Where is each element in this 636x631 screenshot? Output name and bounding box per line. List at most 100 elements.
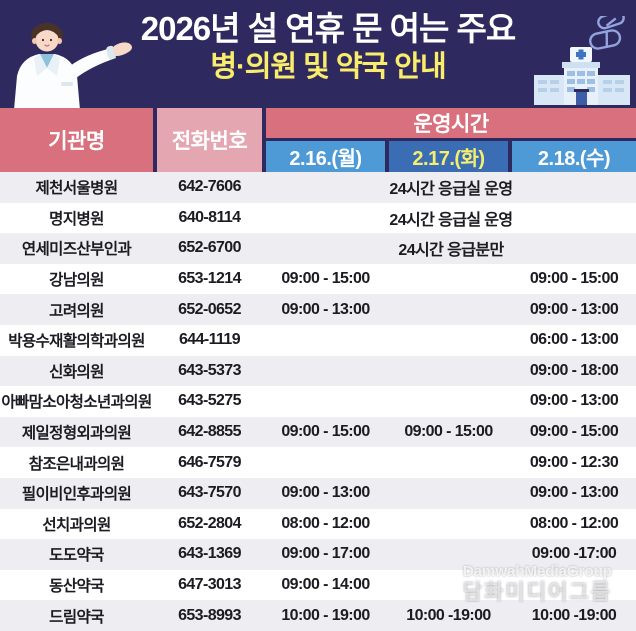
hours-wed: 09:00 - 15:00 [529,270,619,288]
table-row: 선치과의원 652-2804 08:00 - 12:00 08:00 - 12:00 [0,508,636,540]
hospital-icon [534,47,630,105]
institution-name: 명지병원 [49,210,104,228]
institution-name: 제천서울병원 [35,180,119,198]
banner-titles: 2026년 설 연휴 문 여는 주요 병·의원 및 약국 안내 [112,10,544,84]
hours-wed: 06:00 - 13:00 [529,331,619,349]
doctor-illustration [6,20,158,108]
hours-wed: 09:00 - 13:00 [529,392,619,410]
hours-mon [266,447,385,478]
hours-mon: 10:00 - 19:00 [281,606,370,624]
table-row: 동산약국 647-3013 09:00 - 14:00 [0,569,636,601]
institution-name: 연세미즈산부인과 [21,241,132,259]
banner: 2026년 설 연휴 문 여는 주요 병·의원 및 약국 안내 [0,0,636,108]
hours-tue [389,264,508,295]
institution-name: 강남의원 [49,272,104,290]
hours-mon: 09:00 - 15:00 [281,270,370,288]
phone-number: 643-7570 [178,484,241,502]
hours-wed: 10:00 -19:00 [531,606,617,624]
hours-tue [389,294,508,325]
phone-number: 642-8855 [178,423,241,441]
institution-name: 박용수재활의학과의원 [8,333,145,351]
hours-wed: 09:00 - 13:00 [529,300,619,318]
column-header-phone: 전화번호 [157,108,262,172]
table-row: 아빠맘소아청소년과의원 643-5275 09:00 - 13:00 [0,386,636,417]
table-row: 고려의원 652-0652 09:00 - 13:00 09:00 - 13:00 [0,294,636,325]
phone-number: 652-2804 [178,514,241,532]
hours-wed: 09:00 - 18:00 [529,361,619,379]
phone-number: 653-8993 [178,606,241,624]
hours-mon [266,356,385,387]
phone-number: 652-6700 [178,239,241,257]
hours-tue [389,539,508,570]
pills-icon [589,10,625,50]
institution-name: 신화의원 [49,363,104,381]
hours-wed: 08:00 - 12:00 [529,514,619,532]
table-row: 드림약국 653-8993 10:00 - 19:00 10:00 -19:00 10:… [0,600,636,631]
table-row: 제천서울병원 642-7606 24시간 응급실 운영 [0,172,636,203]
institution-name: 제일정형외과의원 [21,425,132,443]
hours-mon: 09:00 - 17:00 [281,545,370,563]
phone-number: 640-8114 [178,208,242,226]
column-header-date-wed: 2.18.(수) [512,141,636,172]
phone-number: 643-5275 [178,392,241,410]
hospital-building-illustration [534,47,630,108]
hours-mon: 08:00 - 12:00 [281,514,370,532]
phone-number: 653-1214 [178,270,241,288]
hours-all-days: 24시간 응급실 운영 [389,211,513,229]
hours-mon: 09:00 - 13:00 [281,300,370,318]
hours-tue: 09:00 - 15:00 [404,423,493,441]
table-header: 기관명 전화번호 운영시간 2.16.(월) 2.17.(화) 2.18.(수) [0,108,636,172]
hours-tue [389,570,508,601]
phone-number: 652-0652 [178,300,241,318]
hours-mon: 09:00 - 13:00 [281,484,370,502]
phone-number: 643-1369 [178,545,241,563]
column-header-name: 기관명 [0,108,153,172]
poster-title-line1: 2026년 설 연휴 문 여는 주요 [140,10,517,47]
hours-mon: 09:00 - 14:00 [281,576,370,594]
table-row: 명지병원 640-8114 24시간 응급실 운영 [0,202,636,234]
hours-wed [512,570,636,601]
column-header-hours: 운영시간 [266,108,636,138]
hours-tue [389,325,508,356]
hours-wed: 09:00 - 12:30 [529,453,619,471]
hours-tue [389,447,508,478]
hours-all-days: 24시간 응급분만 [398,242,504,260]
doctor-icon [14,23,132,108]
table-row: 필이비인후과의원 643-7570 09:00 - 13:00 09:00 - 13:… [0,477,636,509]
institution-name: 선치과의원 [42,516,111,534]
table-row: 신화의원 643-5373 09:00 - 18:00 [0,355,636,387]
institution-name: 아빠맘소아청소년과의원 [1,394,152,412]
column-header-date-mon: 2.16.(월) [266,141,385,172]
hours-tue: 10:00 -19:00 [406,606,491,624]
institution-name: 고려의원 [49,302,104,320]
hours-mon [266,386,385,417]
institution-name: 참조은내과의원 [28,455,125,473]
hours-wed: 09:00 -17:00 [531,545,617,563]
institution-name: 도도약국 [49,547,104,565]
hours-tue [389,478,508,509]
hours-tue [389,509,508,540]
hours-tue [389,386,508,417]
institution-name: 동산약국 [49,578,104,596]
phone-number: 646-7579 [178,453,241,471]
table-row: 참조은내과의원 646-7579 09:00 - 12:30 [0,447,636,478]
table-row: 연세미즈산부인과 652-6700 24시간 응급분만 [0,233,636,264]
hours-mon [266,325,385,356]
hours-wed: 09:00 - 13:00 [529,484,619,502]
table-row: 박용수재활의학과의원 644-1119 06:00 - 13:00 [0,324,636,356]
phone-number: 647-3013 [178,576,241,594]
hours-tue [389,356,508,387]
phone-number: 644-1119 [178,331,241,349]
phone-number: 643-5373 [178,361,241,379]
table-row: 도도약국 643-1369 09:00 - 17:00 09:00 -17:00 [0,539,636,570]
poster-title-line2: 병·의원 및 약국 안내 [210,50,446,83]
hours-mon: 09:00 - 15:00 [281,423,370,441]
table-row: 강남의원 653-1214 09:00 - 15:00 09:00 - 15:00 [0,263,636,295]
table-row: 제일정형외과의원 642-8855 09:00 - 15:00 09:00 - 15:… [0,416,636,448]
column-header-date-tue: 2.17.(화) [389,141,508,172]
capsule-pills-icon [580,10,626,63]
institution-name: 드림약국 [49,608,104,626]
hours-all-days: 24시간 응급실 운영 [389,181,513,199]
